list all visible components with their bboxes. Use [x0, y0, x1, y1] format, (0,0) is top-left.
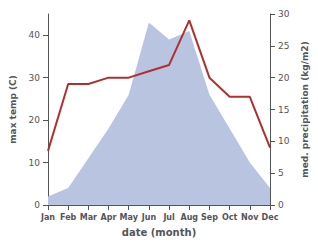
svg-text:30: 30 — [29, 73, 41, 83]
svg-text:max temp (C): max temp (C) — [8, 75, 18, 144]
svg-text:15: 15 — [278, 105, 289, 115]
svg-text:Mar: Mar — [80, 213, 97, 222]
svg-text:Jul: Jul — [162, 213, 175, 222]
svg-text:0: 0 — [278, 200, 284, 210]
svg-text:40: 40 — [29, 30, 41, 40]
svg-text:Feb: Feb — [60, 213, 77, 222]
svg-text:20: 20 — [29, 115, 41, 125]
svg-text:Aug: Aug — [180, 213, 198, 222]
svg-text:date (month): date (month) — [122, 227, 196, 238]
svg-text:Nov: Nov — [241, 213, 259, 222]
svg-text:10: 10 — [278, 136, 290, 146]
svg-text:30: 30 — [278, 9, 290, 19]
svg-text:25: 25 — [278, 41, 289, 51]
svg-text:Apr: Apr — [101, 213, 117, 222]
svg-text:May: May — [120, 213, 139, 222]
svg-text:med. precipitation (kg/m2): med. precipitation (kg/m2) — [300, 41, 310, 177]
svg-text:Sep: Sep — [201, 213, 218, 222]
svg-text:20: 20 — [278, 73, 290, 83]
svg-text:5: 5 — [278, 168, 284, 178]
svg-text:Jan: Jan — [40, 213, 55, 222]
svg-text:0: 0 — [34, 200, 40, 210]
svg-text:Dec: Dec — [262, 213, 279, 222]
svg-text:10: 10 — [29, 158, 41, 168]
svg-text:Jun: Jun — [141, 213, 157, 222]
svg-text:Oct: Oct — [222, 213, 238, 222]
